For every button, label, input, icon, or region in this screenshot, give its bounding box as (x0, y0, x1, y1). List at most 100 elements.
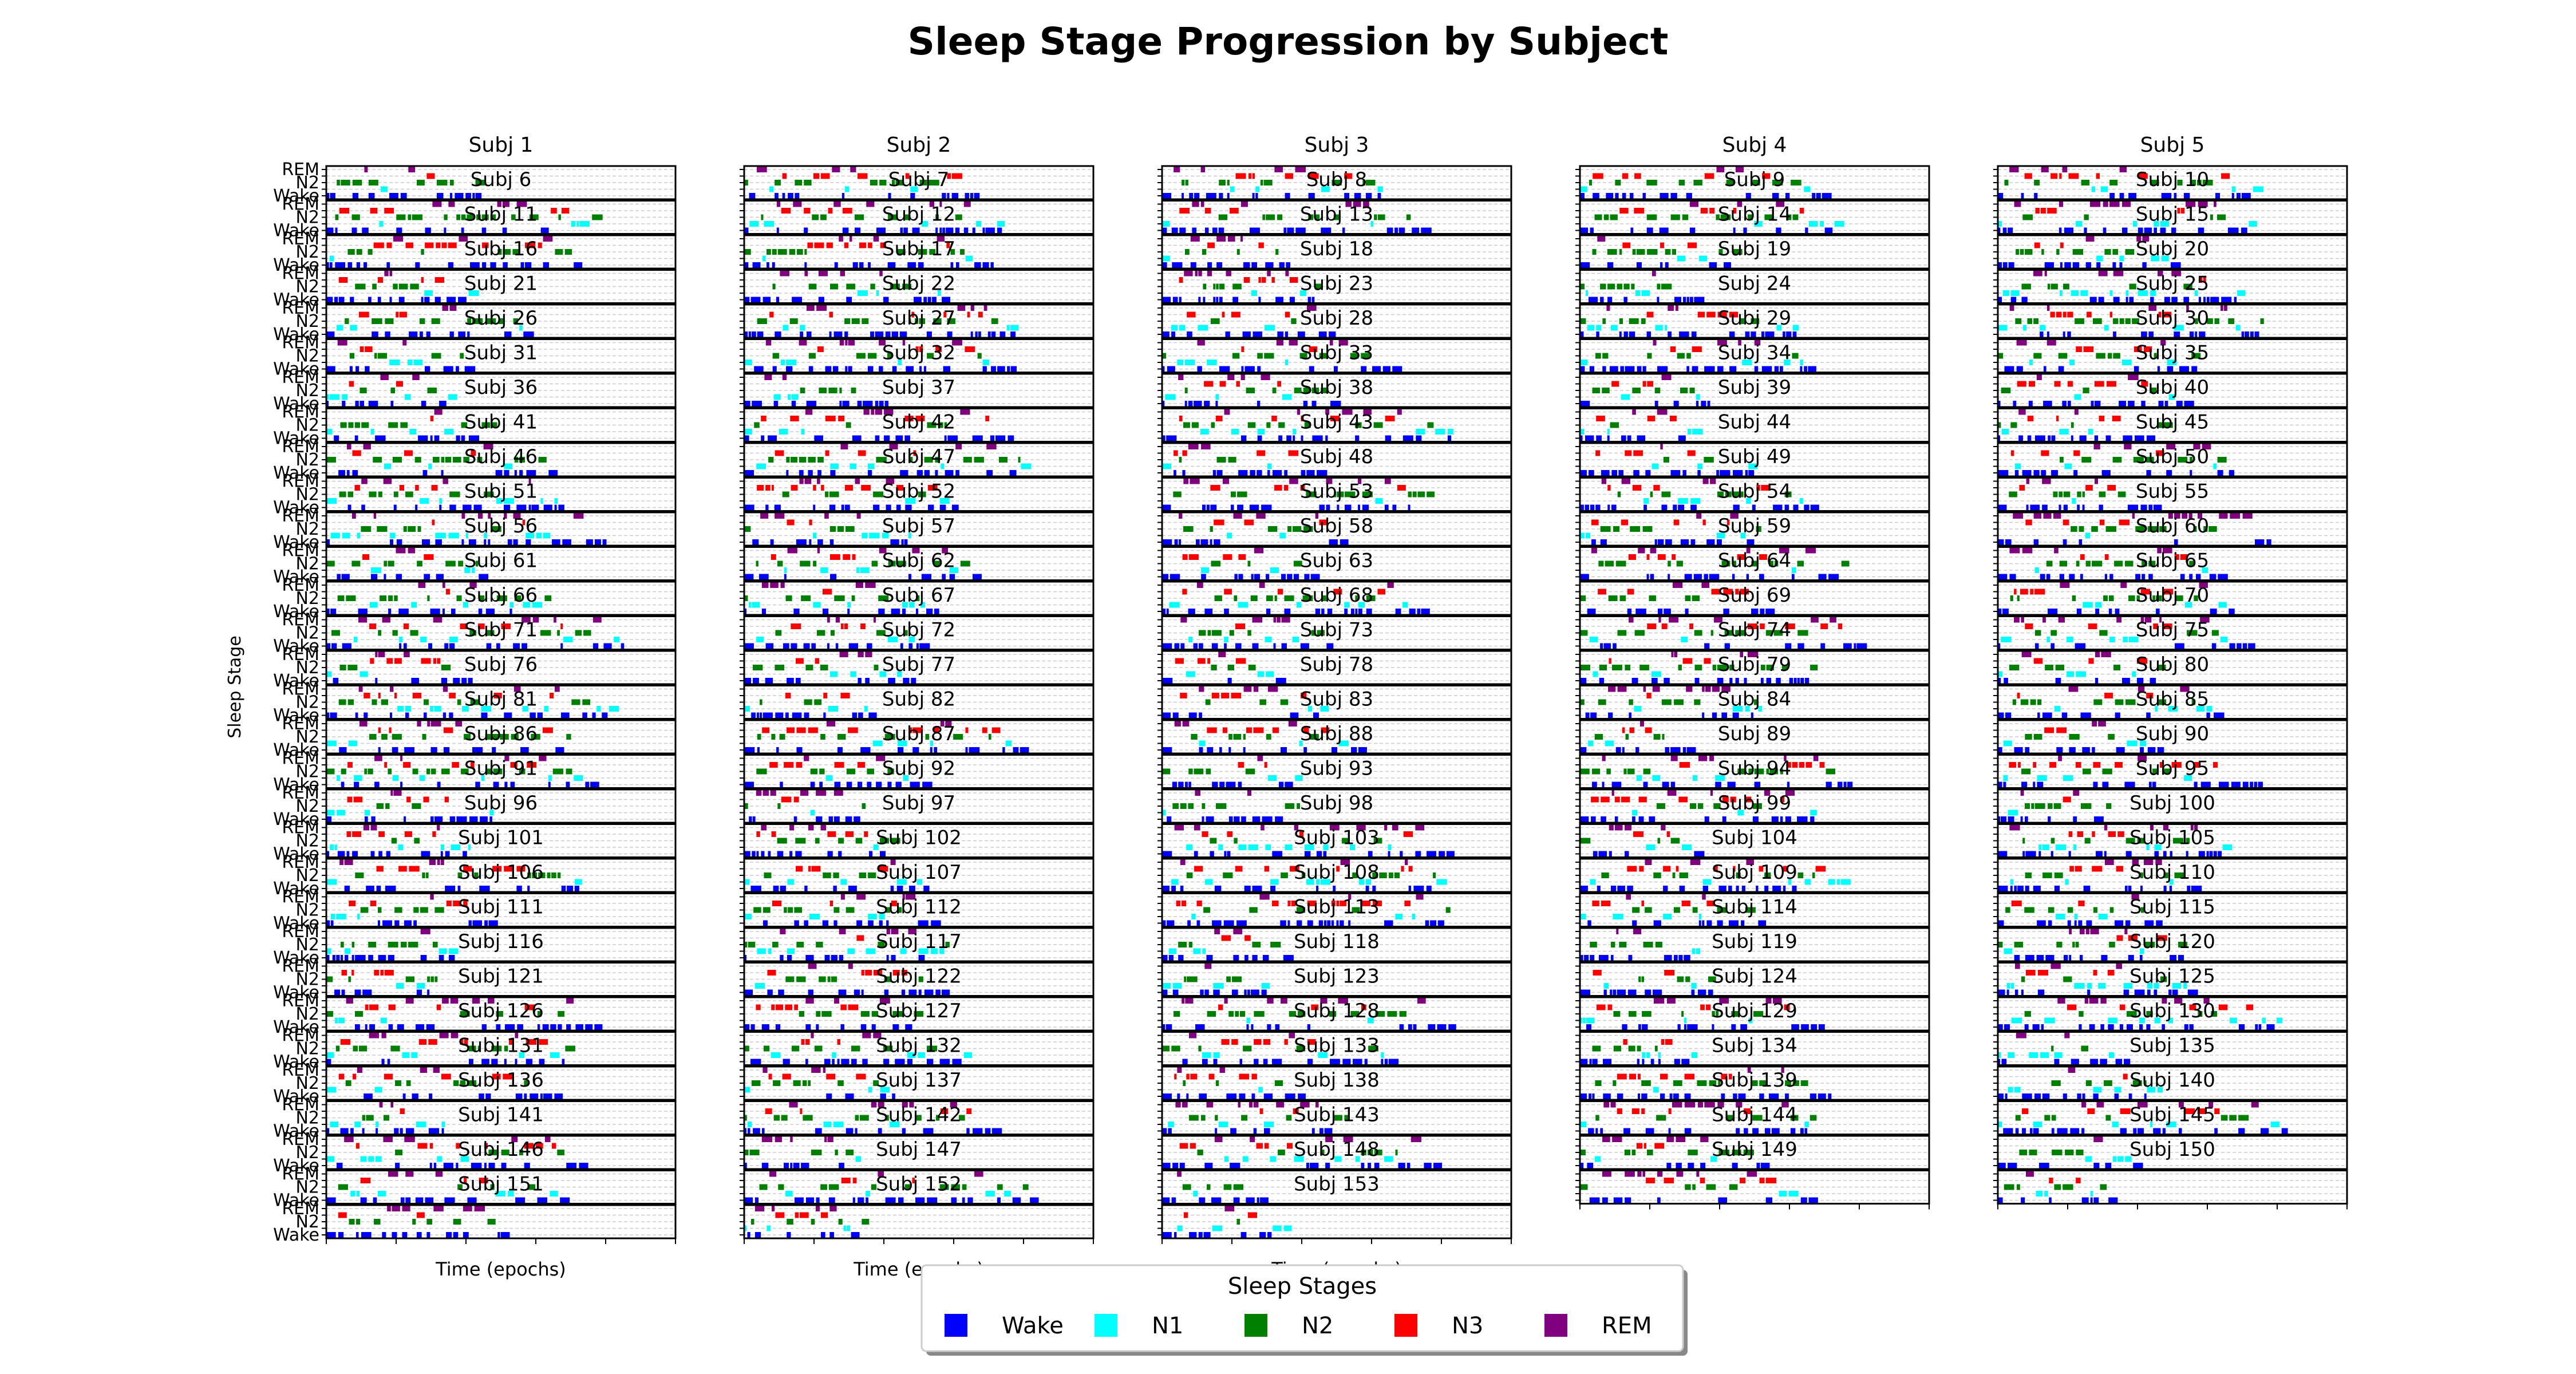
stage-marker-wake (787, 955, 792, 961)
stage-marker-n1 (523, 602, 531, 608)
stage-marker-n2 (338, 699, 346, 705)
stage-marker-wake (1267, 470, 1270, 476)
stage-marker-wake (1189, 1232, 1197, 1238)
stage-marker-wake (833, 920, 837, 926)
stage-marker-wake (796, 747, 803, 753)
stage-marker-wake (879, 366, 883, 372)
stage-marker-wake (1361, 1163, 1365, 1168)
stage-marker-rem (829, 1206, 837, 1211)
stage-marker-wake (441, 678, 448, 684)
stage-marker-n2 (777, 838, 787, 844)
stage-marker-rem (1673, 582, 1683, 588)
stage-marker-n3 (1747, 623, 1757, 629)
stage-marker-n1 (554, 498, 558, 504)
stage-marker-n3 (1762, 173, 1771, 179)
stage-marker-n2 (851, 595, 855, 601)
stage-marker-wake (338, 297, 345, 303)
stage-marker-wake (930, 747, 933, 753)
stage-marker-rem (1188, 444, 1199, 449)
stage-marker-wake (447, 297, 453, 303)
stage-marker-n3 (1207, 242, 1215, 248)
stage-marker-wake (744, 1024, 750, 1030)
stage-marker-wake (426, 1024, 435, 1030)
stage-marker-wake (1326, 504, 1330, 511)
stage-marker-rem (1629, 617, 1634, 623)
stage-marker-wake (550, 1024, 554, 1030)
stage-marker-wake (1804, 504, 1808, 511)
stage-marker-n2 (929, 180, 939, 185)
stage-marker-wake (854, 227, 861, 234)
stage-marker-n2 (939, 1184, 949, 1190)
stage-marker-wake (841, 504, 844, 511)
stage-marker-wake (782, 193, 785, 199)
stage-marker-n2 (470, 699, 479, 705)
stage-marker-rem (573, 513, 584, 519)
stage-marker-wake (851, 1059, 857, 1065)
stage-marker-wake (364, 262, 366, 268)
stage-marker-wake (1162, 401, 1165, 406)
stage-marker-wake (350, 297, 354, 303)
stage-marker-n2 (1198, 1045, 1202, 1052)
stage-marker-n3 (339, 208, 350, 214)
subject-title: Subj 138 (1294, 1069, 1380, 1092)
stage-marker-wake (326, 1232, 336, 1238)
stage-marker-n3 (826, 1073, 836, 1080)
stage-marker-n1 (348, 740, 358, 747)
stage-marker-wake (1678, 504, 1685, 511)
stage-marker-n2 (1188, 942, 1192, 947)
stage-marker-wake (927, 297, 931, 303)
stage-marker-n3 (492, 866, 502, 872)
stage-marker-wake (1210, 539, 1212, 545)
subject-title: Subj 33 (1300, 342, 1373, 365)
stage-marker-wake (1257, 470, 1262, 476)
stage-marker-n2 (378, 491, 382, 498)
stage-marker-wake (527, 886, 530, 891)
subject-panel: Subj 6 (322, 165, 677, 200)
stage-marker-n3 (965, 346, 975, 352)
subject-panel: Subj 148 (1157, 1135, 1512, 1170)
stage-marker-wake (339, 747, 347, 753)
stage-marker-n3 (813, 485, 816, 491)
stage-marker-n2 (331, 630, 340, 636)
stage-marker-n1 (882, 532, 889, 539)
stage-marker-n3 (756, 1004, 761, 1010)
stage-marker-n3 (432, 519, 435, 526)
stage-marker-n2 (469, 1045, 476, 1052)
stage-marker-n2 (477, 457, 483, 463)
stage-marker-n3 (965, 727, 969, 733)
stage-marker-wake (886, 504, 891, 511)
stage-marker-wake (1439, 851, 1445, 857)
stage-marker-n1 (1641, 290, 1650, 296)
subject-title: Subj 27 (882, 307, 955, 330)
subject-panel: Subj 111 (322, 893, 677, 927)
stage-marker-wake (1745, 470, 1748, 476)
stage-marker-n2 (392, 734, 402, 740)
stage-marker-n1 (1248, 844, 1258, 850)
stage-marker-n2 (514, 595, 521, 601)
stage-marker-wake (1673, 401, 1677, 406)
stage-marker-wake (899, 331, 907, 337)
subject-panel: Subj 19 (1575, 234, 1930, 270)
stage-marker-wake (449, 816, 453, 822)
stage-marker-n2 (1735, 630, 1745, 636)
stage-marker-wake (420, 955, 427, 961)
stage-marker-n1 (1186, 844, 1193, 850)
subject-panel (322, 1204, 677, 1239)
stage-marker-wake (915, 609, 918, 614)
subject-title: Subj 152 (876, 1173, 962, 1196)
stage-marker-n2 (944, 422, 947, 428)
stage-marker-wake (935, 989, 941, 996)
stage-marker-wake (1009, 470, 1014, 476)
stage-marker-n3 (790, 416, 799, 421)
stage-marker-wake (1412, 227, 1420, 234)
stage-marker-rem (1338, 998, 1348, 1004)
stage-marker-rem (1701, 582, 1710, 588)
stage-marker-wake (585, 781, 590, 788)
stage-marker-wake (1590, 504, 1595, 511)
stage-marker-wake (910, 781, 916, 788)
stage-marker-n2 (960, 560, 970, 567)
stage-marker-n1 (1186, 671, 1195, 677)
stage-marker-wake (602, 712, 606, 718)
stage-marker-rem (983, 305, 987, 311)
stage-marker-n2 (469, 630, 477, 636)
